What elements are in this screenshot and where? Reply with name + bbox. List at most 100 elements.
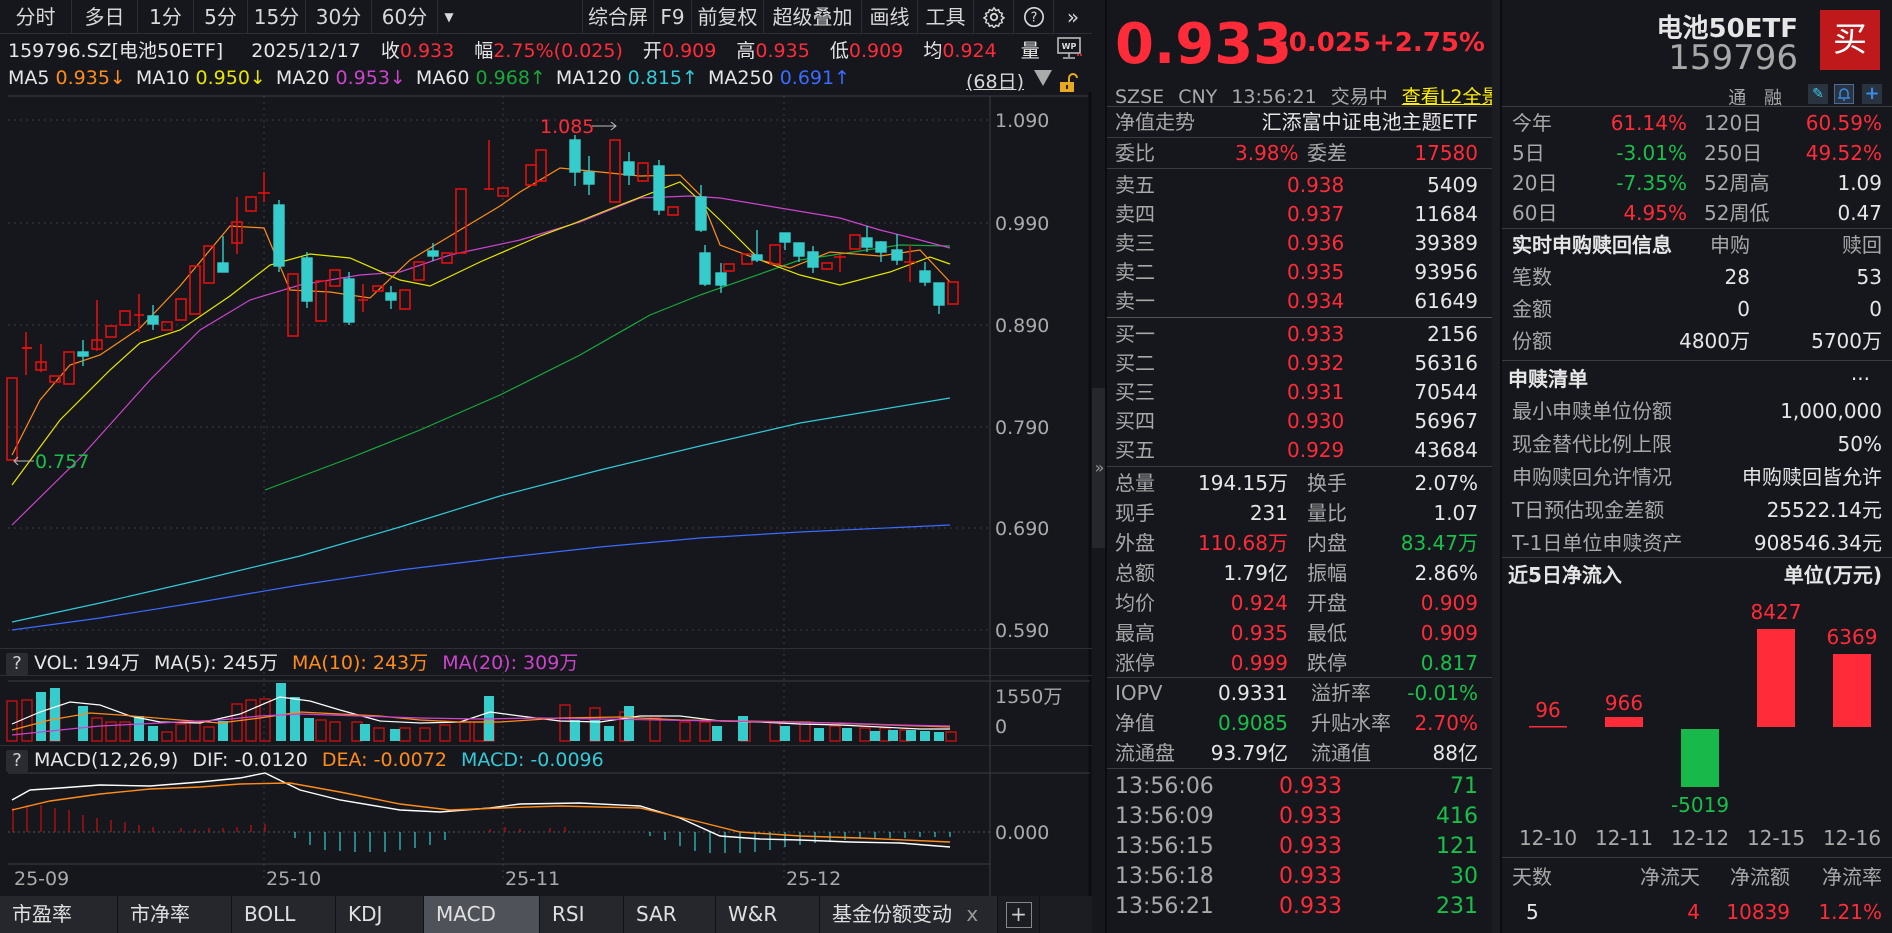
tick-row: 13:56:06 0.933 71 <box>1107 772 1500 802</box>
stat-value: 1.07 <box>1433 501 1478 525</box>
tab-boll[interactable]: BOLL <box>232 896 336 933</box>
draw-line-button[interactable]: 画线 <box>862 0 918 34</box>
ma-legend: MA5 0.935↓ MA10 0.950↓ MA20 0.953↓ MA60 … <box>8 67 850 93</box>
nav-trend-label[interactable]: 净值走势 <box>1115 110 1195 134</box>
tab-15min[interactable]: 15分 <box>248 0 306 34</box>
scrollbar[interactable] <box>1492 0 1500 933</box>
macd-value: MACD: -0.0096 <box>461 749 604 771</box>
tab-sar[interactable]: SAR <box>624 896 716 933</box>
bid-price: 0.931 <box>1287 380 1345 404</box>
y-tick-0.890: 0.890 <box>995 315 1049 337</box>
y-tick-0.990: 0.990 <box>995 213 1049 235</box>
tab-fund-share-change[interactable]: 基金份额变动 x <box>820 896 998 933</box>
y-tick-1.090: 1.090 <box>995 110 1049 132</box>
tab-pe-ratio[interactable]: 市盈率 <box>0 896 118 933</box>
super-overlay-button[interactable]: 超级叠加 <box>764 0 862 34</box>
kline-chart[interactable]: 1.090 0.990 0.890 0.790 0.690 0.590 <box>0 92 1092 896</box>
nav-trend-row[interactable]: 净值走势 汇添富中证电池主题ETF <box>1107 107 1500 137</box>
double-chevron-right-icon[interactable]: » <box>1066 5 1080 29</box>
tab-multiday[interactable]: 多日 <box>72 0 138 34</box>
tools-button[interactable]: 工具 <box>918 0 974 34</box>
vol-help-button[interactable]: ? <box>6 653 28 675</box>
footer-header-days: 天数 <box>1512 865 1552 889</box>
tab-30min[interactable]: 30分 <box>306 0 372 34</box>
buy-button[interactable]: 买 <box>1820 10 1880 70</box>
netflow-header: 近5日净流入 单位(万元) <box>1502 560 1892 590</box>
more-options-icon[interactable]: ··· <box>1850 367 1870 391</box>
ask-level-2[interactable]: 卖二 0.935 93956 <box>1107 257 1500 287</box>
plus-icon: + <box>1005 902 1032 928</box>
bell-icon[interactable] <box>1834 84 1854 104</box>
macd-title: MACD(12,26,9) <box>34 749 179 771</box>
x-tick: 25-11 <box>505 868 561 890</box>
stat-row: 总量 194.15万 换手 2.07% <box>1107 468 1500 498</box>
bar-date: 12-10 <box>1519 826 1577 850</box>
price-change-pct: +2.75% <box>1373 28 1485 58</box>
wp-monitor-icon[interactable]: WP <box>1056 37 1084 61</box>
days-range-link[interactable]: (68日) <box>966 71 1025 93</box>
tab-5min[interactable]: 5分 <box>194 0 248 34</box>
ma60-label: MA60 <box>415 67 470 89</box>
forward-adjust-button[interactable]: 前复权 <box>692 0 764 34</box>
tab-1min[interactable]: 1分 <box>138 0 194 34</box>
tab-pb-ratio[interactable]: 市净率 <box>118 896 232 933</box>
low-label: 低 <box>829 40 849 62</box>
ask-label: 卖一 <box>1115 289 1155 313</box>
tab-rsi[interactable]: RSI <box>540 896 624 933</box>
stat-label: 最低 <box>1307 621 1347 645</box>
stat-value: 0.9331 <box>1218 681 1288 705</box>
close-icon[interactable]: x <box>966 902 979 926</box>
stat-label: 振幅 <box>1307 561 1347 585</box>
tab-60min[interactable]: 60分 <box>372 0 438 34</box>
return-label: 250日 <box>1704 141 1763 165</box>
f9-button[interactable]: F9 <box>654 0 692 34</box>
bid-level-2[interactable]: 买二 0.932 56316 <box>1107 348 1500 378</box>
netflow-title: 近5日净流入 <box>1508 563 1622 587</box>
bid-level-1[interactable]: 买一 0.933 2156 <box>1107 319 1500 349</box>
tab-wr[interactable]: W&R <box>716 896 820 933</box>
min-price-label: 0.757 <box>35 451 89 473</box>
unlock-icon[interactable] <box>1058 72 1080 98</box>
bid-level-3[interactable]: 买三 0.931 70544 <box>1107 377 1500 407</box>
tab-kdj[interactable]: KDJ <box>336 896 424 933</box>
ask-level-5[interactable]: 卖五 0.938 5409 <box>1107 170 1500 200</box>
bar-date: 12-12 <box>1671 826 1729 850</box>
tick-price: 0.933 <box>1279 834 1342 859</box>
ask-level-1[interactable]: 卖一 0.934 61649 <box>1107 286 1500 316</box>
ask-level-4[interactable]: 卖四 0.937 11684 <box>1107 199 1500 229</box>
stat-label: 外盘 <box>1115 531 1155 555</box>
bid-level-4[interactable]: 买四 0.930 56967 <box>1107 406 1500 436</box>
tab-macd[interactable]: MACD <box>424 896 540 933</box>
collapse-panel-handle[interactable]: » <box>1092 388 1107 548</box>
view-l2-link[interactable]: 查看L2全景 <box>1401 86 1501 108</box>
pcf-header: 申赎清单 ··· <box>1502 364 1892 394</box>
currency-label: CNY <box>1178 86 1218 108</box>
tab-timeshare[interactable]: 分时 <box>0 0 72 34</box>
trading-status: 交易中 <box>1330 86 1388 108</box>
stat-value: 0.909 <box>1420 621 1478 645</box>
gear-icon[interactable] <box>974 0 1014 34</box>
ask-level-3[interactable]: 卖三 0.936 39389 <box>1107 228 1500 258</box>
triangle-down-icon[interactable] <box>1034 70 1052 86</box>
pcf-label: 现金替代比例上限 <box>1512 432 1672 456</box>
market-status-line: SZSE CNY 13:56:21 交易中 查看L2全景 <box>1115 82 1500 109</box>
add-tab-button[interactable]: + <box>998 896 1040 933</box>
creation-subscribe: 4800万 <box>1679 329 1750 353</box>
macd-help-button[interactable]: ? <box>6 750 28 772</box>
ask-volume: 11684 <box>1414 202 1478 226</box>
bid-volume: 43684 <box>1414 438 1478 462</box>
bid-level-5[interactable]: 买五 0.929 43684 <box>1107 435 1500 465</box>
pcf-value: 50% <box>1837 432 1882 456</box>
vol-title: VOL: 194万 <box>34 652 140 674</box>
composite-screen-button[interactable]: 综合屏 <box>582 0 654 34</box>
stat-value: 88亿 <box>1432 741 1478 765</box>
add-watchlist-icon[interactable]: + <box>1862 84 1882 104</box>
help-icon[interactable]: ? <box>1014 0 1054 34</box>
creation-header: 实时申购赎回信息 申购 赎回 <box>1502 230 1892 260</box>
pcf-row: 最小申赎单位份额 1,000,000 <box>1502 396 1892 426</box>
stat-label: 流通值 <box>1311 741 1371 765</box>
creation-redeem: 5700万 <box>1811 329 1882 353</box>
edit-pencil-icon[interactable]: ✎ <box>1808 84 1828 104</box>
ma10-value: 0.950↓ <box>195 67 266 89</box>
period-dropdown-icon[interactable]: ▼ <box>444 10 454 24</box>
